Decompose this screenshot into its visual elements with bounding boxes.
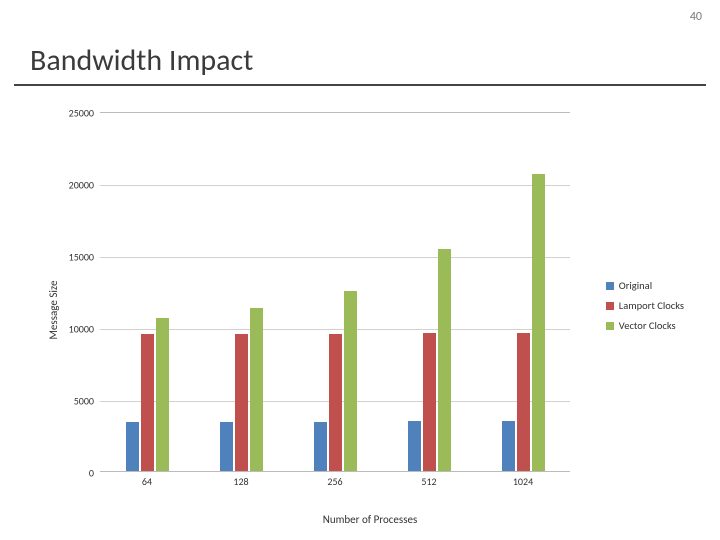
legend-item: Original [606,276,684,296]
legend-label: Original [619,276,652,296]
y-tick-label: 5000 [74,395,100,408]
bar [438,249,451,471]
bar-group [502,174,545,471]
y-tick-label: 10000 [69,323,100,336]
page-number: 40 [690,10,702,24]
bar [344,291,357,471]
title-underline [14,84,706,86]
bar [329,334,342,471]
legend-swatch [606,282,614,290]
x-tick-label: 64 [142,471,152,488]
bar [502,421,515,471]
bar [408,421,421,471]
x-axis-label: Number of Processes [60,513,680,526]
y-axis-label: Message Size [47,281,60,340]
slide-title: Bandwidth Impact [30,42,253,79]
bar-group [126,318,169,471]
x-tick-label: 1024 [513,471,533,488]
bar [126,422,139,471]
y-tick-label: 0 [89,467,100,480]
legend-swatch [606,302,614,310]
legend-item: Vector Clocks [606,316,684,336]
x-tick-label: 512 [421,471,436,488]
gridline [100,257,570,258]
x-tick-label: 256 [327,471,342,488]
plot-area: 0500010000150002000025000641282565121024 [100,112,570,472]
y-tick-label: 15000 [69,251,100,264]
bar [141,334,154,471]
bar-group [314,291,357,471]
gridline [100,185,570,186]
bar [517,333,530,471]
bar [235,334,248,471]
bar [250,308,263,471]
bar [220,422,233,471]
legend-item: Lamport Clocks [606,296,684,316]
x-tick-label: 128 [233,471,248,488]
legend-swatch [606,322,614,330]
y-tick-label: 20000 [69,179,100,192]
bar [423,333,436,471]
bar-group [220,308,263,471]
legend-label: Vector Clocks [619,316,676,336]
bandwidth-chart: Message Size 050001000015000200002500064… [60,100,680,520]
bar [156,318,169,471]
bar [532,174,545,471]
y-tick-label: 25000 [69,107,100,120]
bar [314,422,327,471]
bar-group [408,249,451,471]
legend: OriginalLamport ClocksVector Clocks [606,276,684,336]
legend-label: Lamport Clocks [619,296,684,316]
